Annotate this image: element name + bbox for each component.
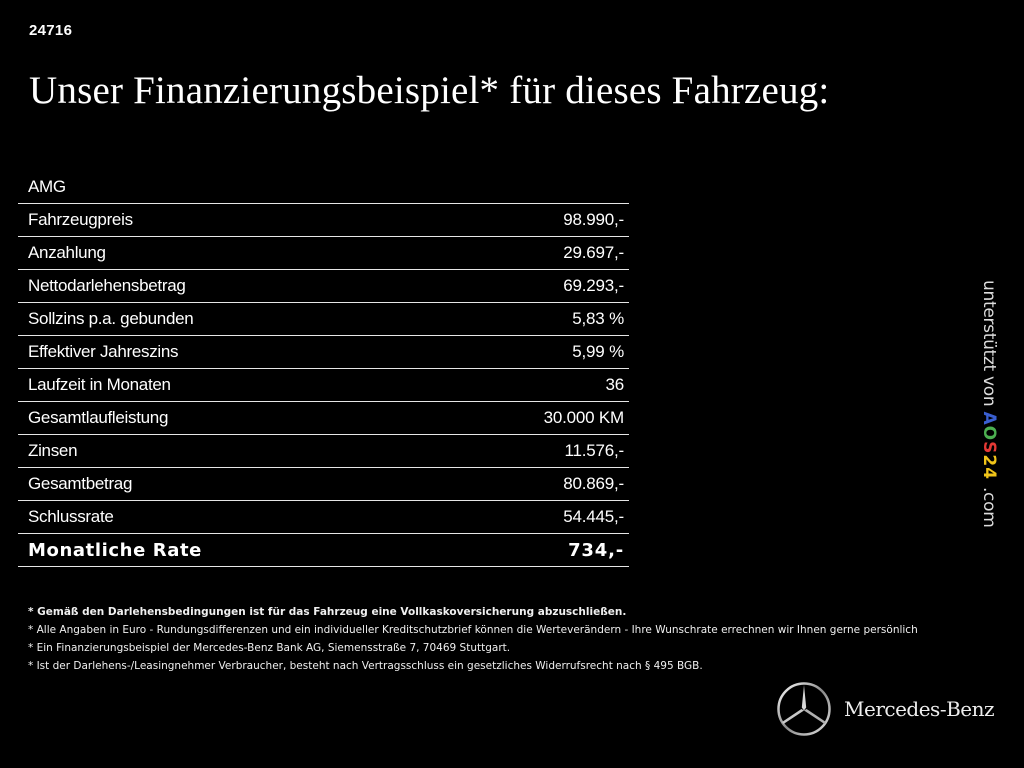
mercedes-benz-logo: Mercedes-Benz bbox=[776, 681, 995, 737]
row-label: Effektiver Jahreszins bbox=[28, 342, 179, 361]
table-row: Zinsen 11.576,- bbox=[18, 435, 629, 468]
three-pointed-star-icon bbox=[777, 682, 831, 736]
aos-letter: 2 bbox=[979, 454, 999, 468]
row-value: 30.000 KM bbox=[543, 408, 625, 427]
row-label: Nettodarlehensbetrag bbox=[28, 276, 186, 295]
row-label: Fahrzeugpreis bbox=[28, 210, 133, 229]
row-label: Anzahlung bbox=[28, 243, 106, 262]
monthly-rate-row: Monatliche Rate 734,- bbox=[18, 534, 629, 567]
footnote-bank: * Ein Finanzierungsbeispiel der Mercedes… bbox=[28, 642, 511, 654]
monthly-rate-label: Monatliche Rate bbox=[28, 539, 202, 561]
table-row: Anzahlung 29.697,- bbox=[18, 237, 629, 270]
table-row: Fahrzeugpreis 98.990,- bbox=[18, 204, 629, 237]
table-row: Schlussrate 54.445,- bbox=[18, 501, 629, 534]
footnotes: * Gemäß den Darlehensbedingungen ist für… bbox=[28, 603, 918, 675]
aos-letter: S bbox=[979, 441, 999, 455]
aos24-logo: AOS24 bbox=[979, 411, 999, 486]
row-label: Laufzeit in Monaten bbox=[28, 375, 171, 394]
row-value: 36 bbox=[605, 375, 624, 394]
credit-prefix: unterstützt von bbox=[979, 280, 999, 407]
row-value: 54.445,- bbox=[563, 507, 624, 526]
credit-suffix: .com bbox=[979, 486, 999, 528]
footnote-withdrawal: * Ist der Darlehens-/Leasingnehmer Verbr… bbox=[28, 660, 703, 672]
row-value: 29.697,- bbox=[563, 243, 624, 262]
row-value: 5,99 % bbox=[572, 342, 624, 361]
table-row: Gesamtlaufleistung 30.000 KM bbox=[18, 402, 629, 435]
aos24-credit-text: unterstützt von AOS24 .com bbox=[979, 280, 999, 527]
row-value: 11.576,- bbox=[564, 441, 624, 460]
table-row: Sollzins p.a. gebunden 5,83 % bbox=[18, 303, 629, 336]
row-label: Gesamtlaufleistung bbox=[28, 408, 169, 427]
page-title: Unser Finanzierungsbeispiel* für dieses … bbox=[29, 69, 830, 112]
table-header-row: AMG bbox=[18, 171, 629, 204]
aos24-credit: unterstützt von AOS24 .com bbox=[977, 280, 999, 560]
row-value: 98.990,- bbox=[563, 210, 624, 229]
row-label: Schlussrate bbox=[28, 507, 114, 526]
aos-letter: A bbox=[979, 411, 999, 426]
row-label: Gesamtbetrag bbox=[28, 474, 133, 493]
brand-wordmark: Mercedes-Benz bbox=[844, 697, 995, 721]
table-row: Effektiver Jahreszins 5,99 % bbox=[18, 336, 629, 369]
table-row: Laufzeit in Monaten 36 bbox=[18, 369, 629, 402]
footnote-insurance: * Gemäß den Darlehensbedingungen ist für… bbox=[28, 606, 627, 618]
financing-table: AMG Fahrzeugpreis 98.990,- Anzahlung 29.… bbox=[18, 171, 629, 567]
monthly-rate-value: 734,- bbox=[568, 539, 624, 561]
table-row: Gesamtbetrag 80.869,- bbox=[18, 468, 629, 501]
footnote-euro: * Alle Angaben in Euro - Rundungsdiffere… bbox=[28, 624, 918, 636]
aos-letter: 4 bbox=[979, 467, 999, 481]
table-row: Nettodarlehensbetrag 69.293,- bbox=[18, 270, 629, 303]
row-label: Zinsen bbox=[28, 441, 78, 460]
row-label: Sollzins p.a. gebunden bbox=[28, 309, 194, 328]
reference-id: 24716 bbox=[29, 22, 73, 39]
row-value: 80.869,- bbox=[563, 474, 624, 493]
aos-letter: O bbox=[979, 425, 999, 442]
row-value: 69.293,- bbox=[563, 276, 624, 295]
row-value: 5,83 % bbox=[572, 309, 624, 328]
model-label: AMG bbox=[28, 177, 66, 196]
